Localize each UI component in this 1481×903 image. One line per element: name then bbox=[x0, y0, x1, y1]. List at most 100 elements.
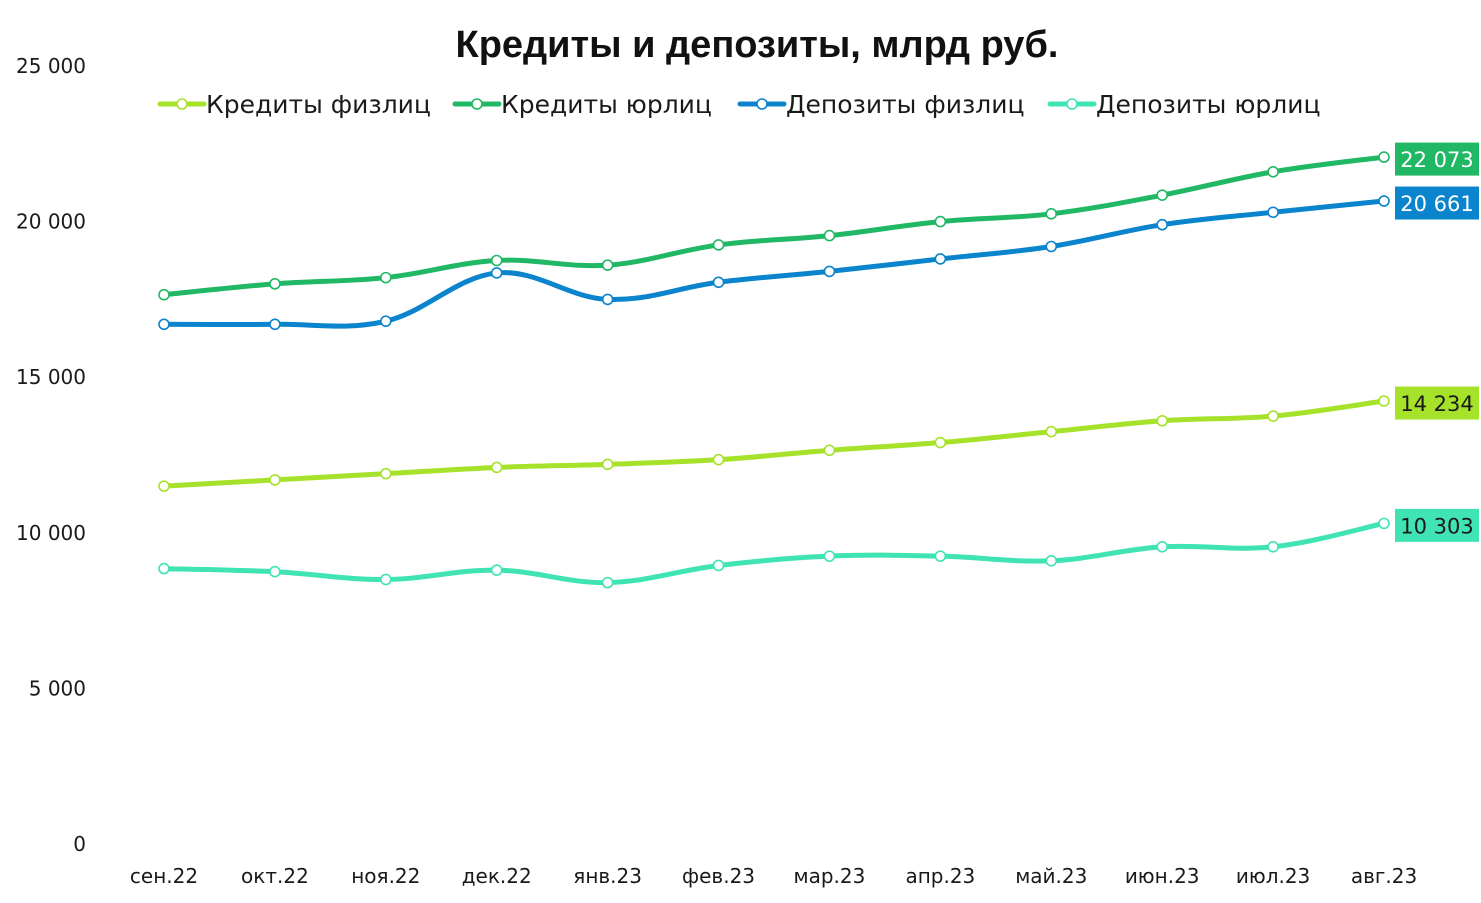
plot-area bbox=[158, 151, 1390, 589]
data-point bbox=[1378, 195, 1390, 207]
x-tick-label: июн.23 bbox=[1125, 864, 1200, 888]
x-tick-label: мар.23 bbox=[794, 864, 866, 888]
x-tick-label: дек.22 bbox=[462, 864, 532, 888]
data-point bbox=[601, 576, 614, 589]
end-labels: 14 234 22 073 20 661 10 303 bbox=[1395, 142, 1479, 542]
data-point bbox=[490, 461, 503, 474]
data-point bbox=[490, 267, 503, 279]
legend-swatch-marker bbox=[756, 98, 768, 110]
data-point bbox=[1267, 410, 1279, 422]
data-point bbox=[490, 564, 503, 576]
legend-item: Депозиты физлиц bbox=[737, 90, 1025, 119]
data-point bbox=[712, 276, 725, 289]
legend-swatch-marker bbox=[1066, 98, 1078, 110]
data-point bbox=[1045, 425, 1058, 438]
chart-title: Кредиты и депозиты, млрд руб. bbox=[456, 24, 1059, 66]
legend-label: Депозиты физлиц bbox=[786, 90, 1025, 119]
data-point bbox=[1156, 218, 1168, 231]
data-point bbox=[269, 565, 281, 578]
legend-label: Депозиты юрлиц bbox=[1096, 90, 1321, 119]
legend-item: Депозиты юрлиц bbox=[1047, 90, 1321, 119]
series-line bbox=[161, 154, 1387, 298]
data-point bbox=[380, 573, 392, 586]
series-line bbox=[161, 198, 1387, 329]
end-label-text: 20 661 bbox=[1400, 192, 1473, 216]
x-tick-label: май.23 bbox=[1015, 864, 1087, 888]
data-point bbox=[269, 318, 281, 331]
data-point bbox=[269, 278, 281, 290]
legend-swatch-marker bbox=[471, 98, 483, 110]
legend-item: Кредиты юрлиц bbox=[452, 90, 712, 119]
data-point bbox=[380, 467, 392, 480]
legend-label: Кредиты юрлиц bbox=[501, 90, 712, 119]
data-point bbox=[823, 265, 836, 278]
end-label-box bbox=[1395, 142, 1479, 176]
data-point bbox=[1156, 414, 1168, 427]
end-label-box bbox=[1395, 386, 1479, 420]
data-point bbox=[1267, 166, 1279, 178]
data-point bbox=[1156, 541, 1168, 553]
end-label-box bbox=[1395, 186, 1479, 220]
data-point bbox=[158, 562, 170, 575]
data-point bbox=[158, 288, 170, 301]
y-tick-label: 0 bbox=[73, 832, 86, 856]
end-label-text: 10 303 bbox=[1400, 514, 1473, 538]
data-point bbox=[823, 444, 836, 457]
end-label-text: 14 234 bbox=[1400, 392, 1473, 416]
series-3 bbox=[158, 195, 1390, 331]
y-tick-label: 10 000 bbox=[16, 521, 86, 545]
data-point bbox=[712, 559, 725, 572]
series-line bbox=[161, 398, 1387, 489]
x-tick-label: ноя.22 bbox=[351, 864, 420, 888]
series-line bbox=[161, 520, 1387, 586]
data-point bbox=[712, 453, 725, 466]
y-tick-label: 25 000 bbox=[16, 54, 86, 78]
legend: Кредиты физлиц Кредиты юрлиц Депозиты физл… bbox=[157, 90, 1321, 119]
y-tick-label: 15 000 bbox=[16, 365, 86, 389]
data-point bbox=[1045, 240, 1058, 253]
data-point bbox=[1267, 541, 1279, 553]
series-1 bbox=[158, 395, 1390, 492]
data-point bbox=[269, 474, 281, 486]
data-point bbox=[1156, 189, 1168, 201]
data-point bbox=[934, 253, 947, 265]
x-tick-label: окт.22 bbox=[241, 864, 309, 888]
series-4 bbox=[158, 517, 1390, 589]
data-point bbox=[1045, 208, 1058, 220]
x-tick-label: сен.22 bbox=[130, 864, 198, 888]
data-point bbox=[158, 480, 170, 492]
data-point bbox=[823, 550, 836, 562]
data-point bbox=[601, 458, 614, 471]
data-point bbox=[934, 550, 947, 562]
data-point bbox=[158, 318, 170, 331]
data-point bbox=[1267, 206, 1279, 219]
data-point bbox=[1378, 517, 1390, 530]
end-label: 20 661 bbox=[1395, 186, 1479, 220]
legend-swatch-marker bbox=[176, 98, 188, 110]
data-point bbox=[380, 315, 392, 327]
data-point bbox=[934, 436, 947, 449]
data-point bbox=[601, 259, 614, 271]
x-axis: сен.22 окт.22 ноя.22 дек.22 янв.23 фев.23 мар.… bbox=[130, 864, 1417, 888]
data-point bbox=[1378, 151, 1390, 163]
data-point bbox=[601, 293, 614, 306]
end-label: 14 234 bbox=[1395, 386, 1479, 420]
end-label-text: 22 073 bbox=[1400, 148, 1473, 172]
legend-item: Кредиты физлиц bbox=[157, 90, 431, 119]
end-label-box bbox=[1395, 508, 1479, 542]
data-point bbox=[1378, 395, 1390, 407]
series-2 bbox=[158, 151, 1390, 301]
x-tick-label: июл.23 bbox=[1236, 864, 1310, 888]
x-tick-label: авг.23 bbox=[1351, 864, 1417, 888]
end-label: 22 073 bbox=[1395, 142, 1479, 176]
data-point bbox=[1045, 555, 1058, 567]
y-tick-label: 20 000 bbox=[16, 210, 86, 234]
legend-label: Кредиты физлиц bbox=[206, 90, 431, 119]
y-tick-label: 5 000 bbox=[29, 676, 86, 700]
x-tick-label: янв.23 bbox=[573, 864, 642, 888]
data-point bbox=[823, 229, 836, 242]
data-point bbox=[712, 239, 725, 251]
end-label: 10 303 bbox=[1395, 508, 1479, 542]
y-axis: 0 5 000 10 000 15 000 20 000 25 000 bbox=[16, 54, 86, 856]
